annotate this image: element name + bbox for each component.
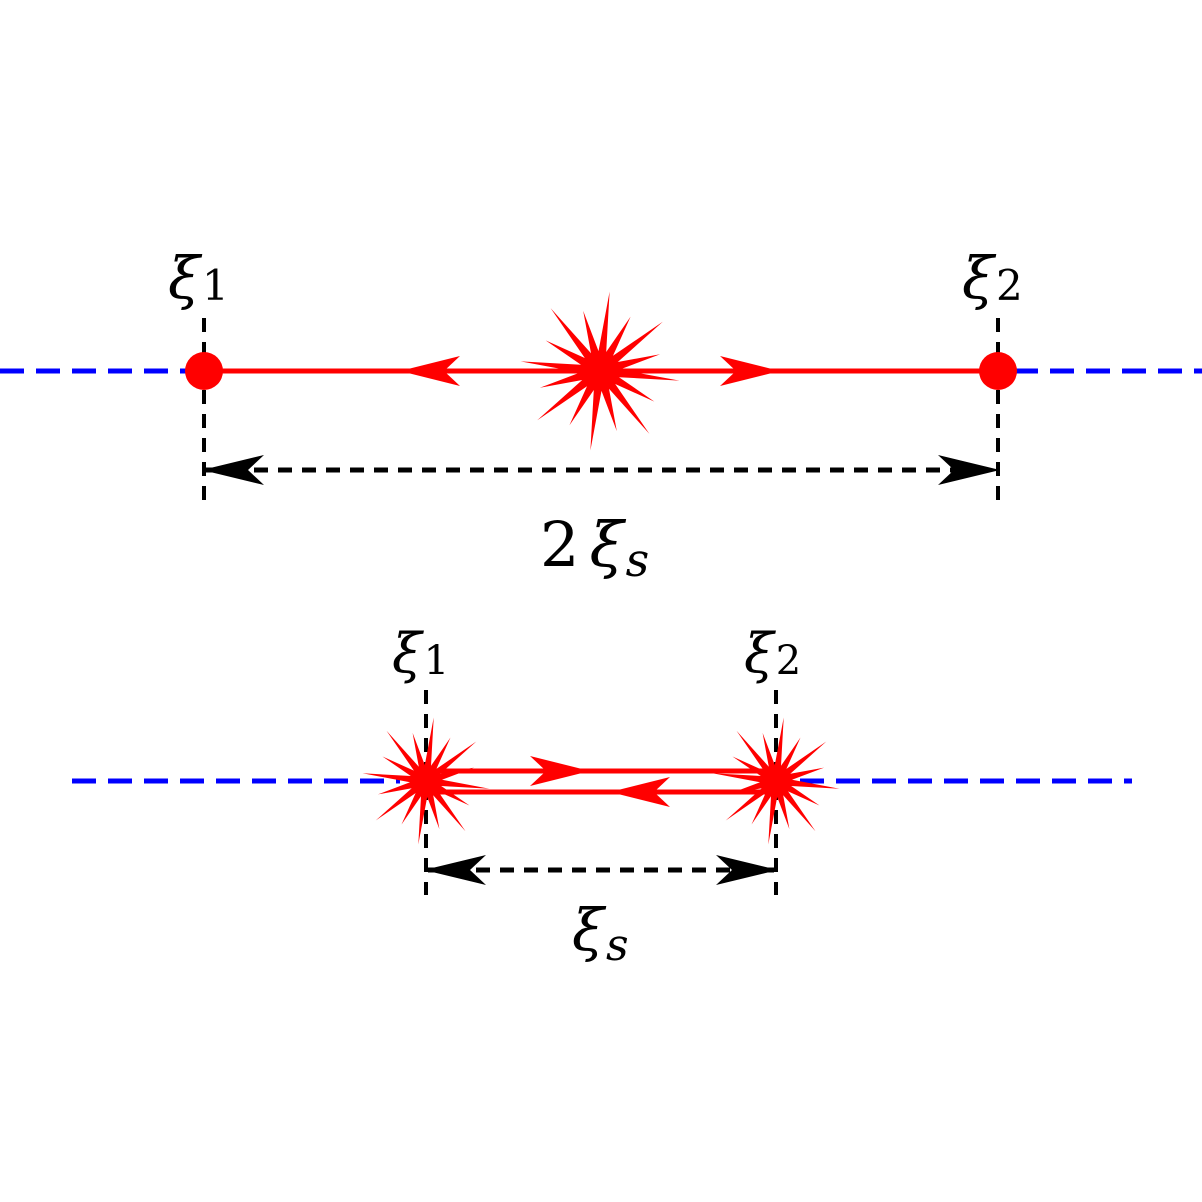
bottom-starburst-xi2-icon <box>712 717 840 845</box>
bottom-starburst-xi1-icon <box>362 717 490 845</box>
top-panel: ξ1 ξ2 2 ξs <box>0 244 1202 587</box>
bottom-label-xi2: ξ2 <box>744 622 801 685</box>
top-label-xi1: ξ1 <box>168 244 229 312</box>
bottom-label-xi1: ξ1 <box>392 622 449 685</box>
top-label-xi2: ξ2 <box>962 244 1023 312</box>
top-label-distance: 2 ξs <box>540 508 649 587</box>
bottom-label-distance: ξs <box>572 896 629 971</box>
top-starburst-icon <box>520 291 680 451</box>
top-endpoint-xi1 <box>185 352 223 390</box>
bottom-panel: ξ1 ξ2 ξs <box>72 622 1132 971</box>
top-endpoint-xi2 <box>979 352 1017 390</box>
